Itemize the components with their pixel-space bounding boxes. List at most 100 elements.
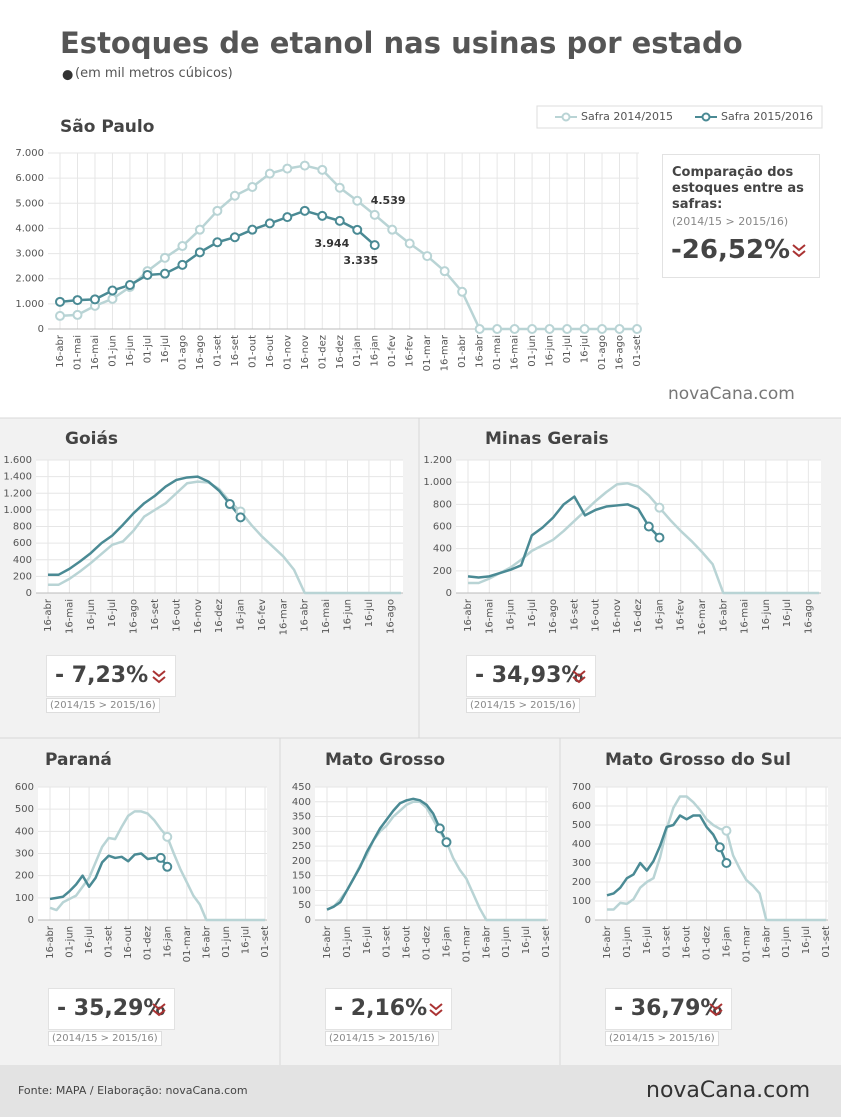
x-tick-label: 01-jun: [622, 926, 633, 958]
x-tick-label: 16-jul: [107, 599, 118, 627]
chart-title: Goiás: [65, 429, 119, 449]
y-tick-label: 300: [292, 826, 311, 837]
x-tick-label: 16-mar: [278, 598, 289, 635]
point: [107, 285, 118, 296]
x-tick-label: 16-jan: [236, 599, 247, 631]
comparison-box: - 7,23%: [46, 655, 176, 697]
y-tick-label: 1.200: [3, 488, 32, 499]
point: [264, 168, 275, 179]
x-tick-label: 16-abr: [45, 925, 56, 959]
y-tick-label: 0: [38, 324, 44, 335]
x-tick-label: 16-jul: [364, 599, 375, 627]
point: [264, 218, 275, 229]
point: [721, 858, 732, 868]
x-tick-label: 01-set: [104, 926, 115, 958]
series-line: [606, 814, 728, 897]
x-tick-label: 01-ago: [597, 335, 608, 370]
y-tick-label: 100: [292, 885, 311, 896]
y-tick-label: 1.600: [3, 455, 32, 466]
logo: novaCana.com: [646, 1078, 811, 1103]
point: [317, 164, 328, 175]
subtitle: (em mil metros cúbicos): [75, 66, 233, 81]
x-tick-label: 16-ago: [548, 599, 559, 634]
x-tick-label: 01-set: [632, 335, 643, 367]
comparison-box: - 34,93%: [466, 655, 596, 697]
x-tick-label: 16-jan: [721, 926, 732, 958]
x-tick-label: 16-fev: [405, 335, 416, 367]
x-tick-label: 16-jun: [125, 335, 136, 367]
x-tick-label: 16-mai: [484, 599, 495, 634]
x-tick-label: 16-out: [402, 926, 413, 959]
comparison-period: (2014/15 > 2015/16): [48, 1031, 162, 1046]
footer: [0, 1065, 841, 1117]
point: [194, 224, 205, 235]
x-tick-label: 01-mar: [461, 925, 472, 962]
point: [422, 251, 433, 262]
y-tick-label: 200: [433, 566, 452, 577]
point: [229, 232, 240, 243]
point: [632, 324, 642, 334]
point: [72, 295, 83, 306]
legend-marker: [561, 112, 571, 122]
comparison-box: Comparação dos estoques entre as safras:…: [662, 154, 820, 278]
down-chevron: [709, 1003, 723, 1017]
chart-title: São Paulo: [60, 117, 155, 137]
down-chevron: [152, 1003, 166, 1017]
y-tick-label: 800: [433, 499, 452, 510]
x-tick-label: 16-mar: [697, 598, 708, 635]
point: [299, 205, 310, 216]
x-tick-label: 16-abr: [481, 925, 492, 959]
x-tick-label: 01-jun: [65, 926, 76, 958]
x-tick-label: 01-set: [821, 926, 832, 958]
x-tick-label: 16-abr: [463, 598, 474, 632]
point: [107, 293, 118, 304]
y-tick-label: 1.400: [3, 472, 32, 483]
y-tick-label: 250: [292, 841, 311, 852]
y-tick-label: 400: [292, 797, 311, 808]
x-tick-label: 16-set: [569, 599, 580, 631]
chart-title: Paraná: [45, 750, 112, 770]
series-line: [59, 164, 637, 331]
x-tick-label: 16-jan: [654, 599, 665, 631]
y-tick-label: 200: [15, 871, 34, 882]
point: [387, 224, 398, 235]
y-tick-label: 400: [572, 839, 591, 850]
x-tick-label: 16-jul: [84, 926, 95, 954]
x-tick-label: 01-jan: [352, 335, 363, 367]
x-tick-label: 16-ago: [129, 599, 140, 634]
x-tick-label: 01-jun: [527, 335, 538, 367]
chevron: [429, 1003, 443, 1017]
point: [72, 309, 83, 320]
x-tick-label: 16-set: [230, 335, 241, 367]
x-tick-label: 16-mai: [90, 335, 101, 370]
x-tick-label: 16-out: [682, 926, 693, 959]
comparison-period: (2014/15 > 2015/16): [325, 1031, 439, 1046]
y-tick-label: 50: [298, 900, 311, 911]
y-tick-label: 3.000: [15, 249, 44, 260]
x-tick-label: 16-ago: [195, 335, 206, 370]
x-tick-label: 16-ago: [615, 335, 626, 370]
comparison-box: - 36,79%: [605, 988, 732, 1030]
point: [562, 324, 573, 334]
x-tick-label: 16-jun: [506, 599, 517, 631]
point: [212, 237, 223, 248]
x-tick-label: 16-abr: [718, 598, 729, 632]
x-tick-label: 16-out: [265, 335, 276, 368]
x-tick-label: 01-set: [541, 926, 552, 958]
y-tick-label: 800: [13, 522, 32, 533]
x-tick-label: 16-jun: [545, 335, 556, 367]
x-tick-label: 01-jun: [781, 926, 792, 958]
point: [247, 181, 258, 192]
x-tick-label: 16-jul: [362, 926, 373, 954]
series-line: [326, 797, 448, 911]
x-tick-label: 01-nov: [282, 335, 293, 370]
y-tick-label: 400: [15, 826, 34, 837]
x-tick-label: 01-dez: [422, 926, 433, 960]
x-tick-label: 16-ago: [803, 599, 814, 634]
x-tick-label: 16-abr: [475, 334, 486, 368]
y-tick-label: 350: [292, 812, 311, 823]
y-tick-label: 0: [305, 915, 311, 926]
point: [352, 224, 363, 235]
plot-area: [315, 787, 548, 920]
